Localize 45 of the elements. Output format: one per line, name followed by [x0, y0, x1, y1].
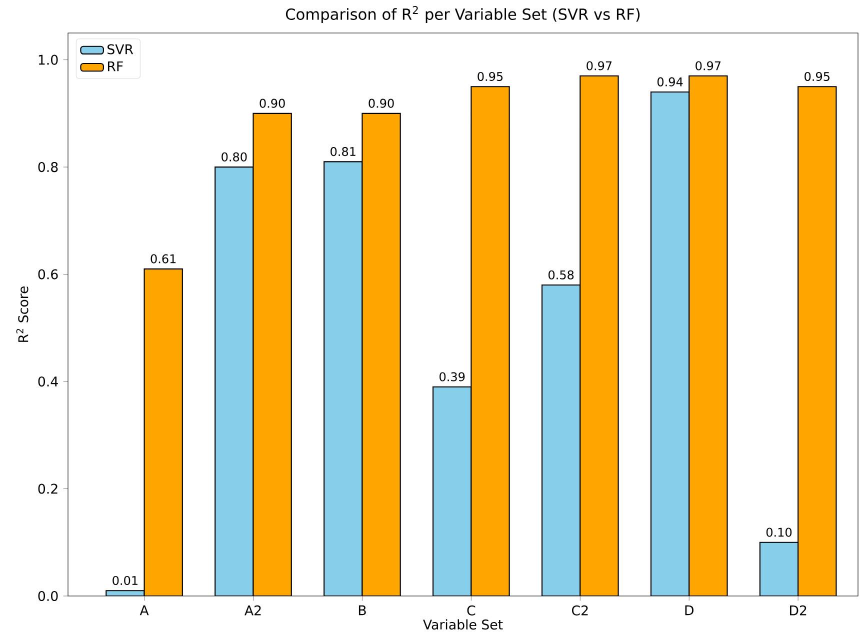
data-label: 0.58 — [548, 270, 574, 280]
bar — [324, 162, 362, 596]
y-tick-label: 0.4 — [38, 376, 58, 387]
bar — [798, 86, 837, 596]
x-axis-title: Variable Set — [423, 619, 503, 630]
data-label: 0.01 — [112, 576, 138, 586]
x-tick-label: D — [685, 605, 694, 616]
x-tick-label: D2 — [790, 605, 806, 616]
bar — [689, 76, 728, 596]
bar — [362, 113, 400, 596]
data-label: 0.10 — [766, 528, 792, 537]
bar — [433, 386, 472, 596]
y-tick-label: 0.0 — [38, 590, 58, 602]
data-label: 0.90 — [260, 98, 285, 108]
data-label: 0.94 — [657, 77, 683, 86]
x-tick-label: A2 — [244, 605, 261, 616]
data-label: 0.97 — [586, 61, 612, 70]
data-label: 0.97 — [696, 61, 721, 70]
y-tick-label: 0.2 — [38, 484, 58, 494]
data-label: 0.80 — [222, 152, 247, 162]
bar — [759, 542, 799, 596]
legend-label: RF — [108, 61, 123, 72]
x-tick-label: C2 — [572, 605, 588, 616]
bar — [253, 113, 292, 596]
y-tick-label: 0.8 — [38, 162, 58, 172]
data-label: 0.81 — [330, 147, 356, 156]
legend-label: SVR — [108, 44, 134, 54]
bar — [580, 76, 618, 596]
x-tick-label: A — [140, 605, 149, 616]
data-label: 0.39 — [440, 372, 465, 382]
y-tick-label: 1.0 — [38, 54, 58, 65]
data-label: 0.61 — [150, 254, 176, 264]
chart-title: Comparison of R$^{2}$ per Variable Set (SVR vs RF) — [286, 6, 640, 23]
x-tick-label: C — [467, 605, 476, 616]
bar — [542, 285, 580, 596]
x-tick-label: B — [358, 605, 366, 616]
bar — [471, 86, 510, 596]
bar — [215, 167, 254, 596]
y-tick-label: 0.6 — [38, 269, 58, 280]
data-label: 0.95 — [804, 72, 830, 82]
data-label: 0.95 — [478, 72, 503, 82]
bar — [650, 92, 690, 596]
y-axis-title: R$^{2}$ Score — [16, 286, 28, 342]
bar — [144, 268, 182, 596]
data-label: 0.90 — [368, 98, 394, 108]
